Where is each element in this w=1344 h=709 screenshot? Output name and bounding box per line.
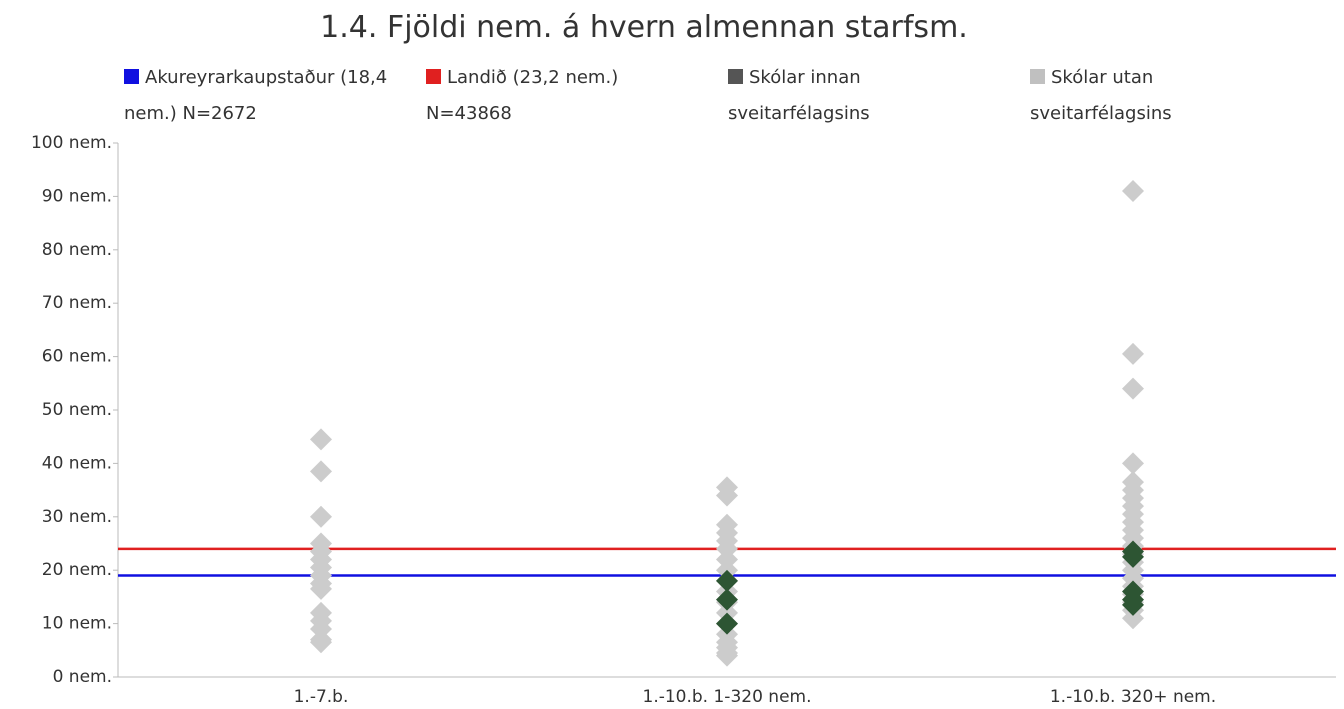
x-tick-label: 1.-10.b. 320+ nem. [1050,687,1216,707]
point [716,588,738,611]
point [716,644,738,667]
point [310,505,332,528]
y-tick-label: 90 nem. [42,186,112,206]
x-tick-label: 1.-7.b. [294,687,349,707]
legend-label: Skólar innan sveitarfélagsins [728,67,870,124]
x-tick-label: 1.-10.b. 1-320 nem. [643,687,812,707]
y-tick-label: 0 nem. [53,667,112,687]
legend-swatch [728,69,743,84]
legend-swatch [426,69,441,84]
point [1122,377,1144,400]
y-tick-label: 40 nem. [42,453,112,473]
legend-item: Landið (23,2 nem.) N=43868 [426,60,696,132]
point [1122,452,1144,475]
y-tick-label: 50 nem. [42,400,112,420]
point [1122,342,1144,365]
legend-label: Skólar utan sveitarfélagsins [1030,67,1172,124]
legend-item: Akureyrarkaupstaður (18,4 nem.) N=2672 [124,60,394,132]
point [1122,180,1144,203]
point [310,631,332,654]
point [716,612,738,635]
point [1122,545,1144,568]
point [310,460,332,483]
point [716,484,738,507]
point [310,577,332,600]
point [310,428,332,451]
y-tick-label: 20 nem. [42,560,112,580]
point [1122,607,1144,630]
legend-label: Landið (23,2 nem.) N=43868 [426,67,619,124]
y-tick-label: 80 nem. [42,240,112,260]
legend-swatch [1030,69,1045,84]
point [1122,593,1144,616]
legend-label: Akureyrarkaupstaður (18,4 nem.) N=2672 [124,67,388,124]
y-tick-label: 100 nem. [31,133,112,153]
legend-item: Skólar utan sveitarfélagsins [1030,60,1300,132]
y-tick-label: 70 nem. [42,293,112,313]
point [716,569,738,592]
y-tick-label: 30 nem. [42,507,112,527]
chart-title: 1.4. Fjöldi nem. á hvern almennan starfs… [320,10,968,45]
y-tick-label: 60 nem. [42,347,112,367]
y-tick-label: 10 nem. [42,614,112,634]
legend-swatch [124,69,139,84]
legend-item: Skólar innan sveitarfélagsins [728,60,998,132]
